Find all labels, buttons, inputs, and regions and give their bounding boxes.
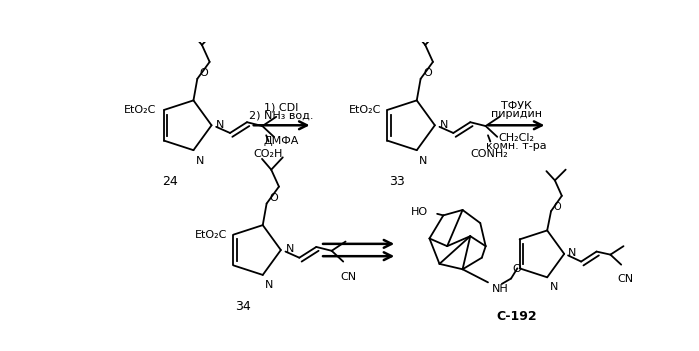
Text: N: N: [285, 244, 294, 254]
Text: N: N: [568, 248, 577, 258]
Text: N: N: [196, 155, 204, 166]
Text: CN: CN: [618, 274, 634, 284]
Text: CO₂H: CO₂H: [254, 149, 283, 159]
Text: N: N: [265, 280, 273, 290]
Text: HO: HO: [411, 206, 428, 217]
Text: CN: CN: [340, 272, 356, 282]
Text: 24: 24: [162, 176, 178, 188]
Text: 1) CDI: 1) CDI: [264, 103, 298, 113]
Text: EtO₂C: EtO₂C: [195, 230, 227, 240]
Text: 2) NH₃ вод.: 2) NH₃ вод.: [250, 111, 314, 121]
Text: 34: 34: [236, 300, 251, 313]
Text: EtO₂C: EtO₂C: [124, 105, 157, 115]
Text: пиридин: пиридин: [491, 109, 542, 119]
Text: 33: 33: [389, 176, 405, 188]
Text: комн. т-ра: комн. т-ра: [487, 141, 547, 151]
Text: O: O: [512, 264, 521, 274]
Text: O: O: [269, 193, 278, 203]
Text: N: N: [549, 282, 558, 292]
Text: ТФУК: ТФУК: [501, 101, 532, 111]
Text: O: O: [200, 68, 208, 78]
Text: O: O: [554, 201, 561, 212]
Text: ДМФА: ДМФА: [264, 136, 299, 146]
Text: O: O: [423, 68, 432, 78]
Text: N: N: [216, 119, 224, 130]
Text: C-192: C-192: [496, 310, 537, 323]
Text: N: N: [419, 155, 428, 166]
Text: NH: NH: [492, 284, 509, 293]
Text: EtO₂C: EtO₂C: [349, 105, 382, 115]
Text: N: N: [440, 119, 448, 130]
Text: CONH₂: CONH₂: [470, 149, 508, 159]
Text: CH₂Cl₂: CH₂Cl₂: [498, 133, 535, 143]
